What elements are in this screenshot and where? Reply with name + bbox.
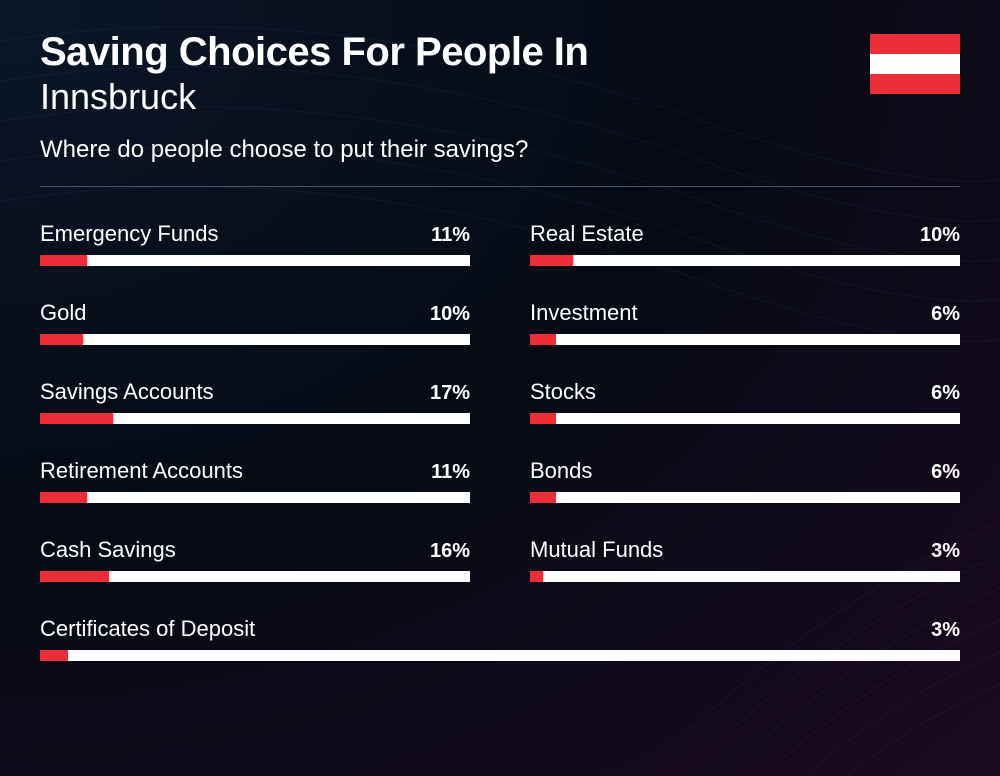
- bars-grid: Emergency Funds 11% Real Estate 10% Gold 10% I…: [40, 221, 960, 661]
- bar-item: Cash Savings 16%: [40, 537, 470, 582]
- bar-track: [530, 413, 960, 424]
- bar-item-head: Gold 10%: [40, 300, 470, 326]
- bar-item-label: Savings Accounts: [40, 379, 214, 405]
- bar-item-value: 16%: [430, 540, 470, 563]
- bar-item: Retirement Accounts 11%: [40, 458, 470, 503]
- bar-item: Savings Accounts 17%: [40, 379, 470, 424]
- bar-fill: [40, 492, 87, 503]
- title-line2: Innsbruck: [40, 76, 870, 118]
- bar-item-label: Cash Savings: [40, 537, 176, 563]
- bar-item-head: Investment 6%: [530, 300, 960, 326]
- bar-fill: [530, 334, 556, 345]
- bar-item-label: Gold: [40, 300, 86, 326]
- bar-track: [40, 413, 470, 424]
- bar-item-head: Stocks 6%: [530, 379, 960, 405]
- bar-track: [40, 492, 470, 503]
- bar-item-value: 17%: [430, 382, 470, 405]
- bar-item-value: 6%: [931, 303, 960, 326]
- bar-track: [530, 255, 960, 266]
- bar-track: [40, 334, 470, 345]
- bar-item-label: Stocks: [530, 379, 596, 405]
- bar-item-value: 6%: [931, 382, 960, 405]
- flag-icon: [870, 34, 960, 94]
- bar-track: [40, 255, 470, 266]
- bar-item: Stocks 6%: [530, 379, 960, 424]
- title-block: Saving Choices For People In Innsbruck W…: [40, 30, 870, 164]
- bar-item-head: Retirement Accounts 11%: [40, 458, 470, 484]
- bar-item-label: Bonds: [530, 458, 592, 484]
- bar-item-label: Emergency Funds: [40, 221, 219, 247]
- bar-item-value: 10%: [430, 303, 470, 326]
- bar-track: [530, 492, 960, 503]
- infographic-content: Saving Choices For People In Innsbruck W…: [0, 0, 1000, 691]
- header: Saving Choices For People In Innsbruck W…: [40, 30, 960, 164]
- flag-stripe-bottom: [870, 74, 960, 94]
- bar-item-value: 11%: [431, 461, 470, 484]
- bar-fill: [40, 334, 83, 345]
- flag-stripe-top: [870, 34, 960, 54]
- bar-item-value: 3%: [931, 540, 960, 563]
- bar-item-head: Savings Accounts 17%: [40, 379, 470, 405]
- bar-item-head: Mutual Funds 3%: [530, 537, 960, 563]
- bar-fill: [530, 571, 543, 582]
- divider: [40, 186, 960, 187]
- bar-item: Real Estate 10%: [530, 221, 960, 266]
- bar-item-head: Certificates of Deposit 3%: [40, 616, 960, 642]
- bar-item: Emergency Funds 11%: [40, 221, 470, 266]
- bar-fill: [530, 413, 556, 424]
- bar-item-label: Retirement Accounts: [40, 458, 243, 484]
- bar-item-value: 11%: [431, 224, 470, 247]
- bar-item-value: 3%: [931, 619, 960, 642]
- bar-track: [40, 650, 960, 661]
- title-line1: Saving Choices For People In: [40, 30, 870, 74]
- bar-item: Mutual Funds 3%: [530, 537, 960, 582]
- bar-item-head: Bonds 6%: [530, 458, 960, 484]
- bar-item-head: Real Estate 10%: [530, 221, 960, 247]
- bar-fill: [530, 492, 556, 503]
- bar-item-label: Investment: [530, 300, 638, 326]
- bar-track: [40, 571, 470, 582]
- bar-item: Gold 10%: [40, 300, 470, 345]
- bar-track: [530, 334, 960, 345]
- bar-item: Investment 6%: [530, 300, 960, 345]
- bar-item-head: Emergency Funds 11%: [40, 221, 470, 247]
- flag-stripe-middle: [870, 54, 960, 74]
- bar-item: Bonds 6%: [530, 458, 960, 503]
- bar-fill: [40, 650, 68, 661]
- bar-item-label: Certificates of Deposit: [40, 616, 255, 642]
- bar-track: [530, 571, 960, 582]
- bar-fill: [40, 571, 109, 582]
- bar-item-head: Cash Savings 16%: [40, 537, 470, 563]
- bar-item-value: 6%: [931, 461, 960, 484]
- bar-item-label: Mutual Funds: [530, 537, 663, 563]
- bar-item-label: Real Estate: [530, 221, 644, 247]
- bar-fill: [40, 413, 113, 424]
- bar-fill: [530, 255, 573, 266]
- subtitle: Where do people choose to put their savi…: [40, 136, 870, 164]
- bar-fill: [40, 255, 87, 266]
- bar-item-value: 10%: [920, 224, 960, 247]
- bar-item: Certificates of Deposit 3%: [40, 616, 960, 661]
